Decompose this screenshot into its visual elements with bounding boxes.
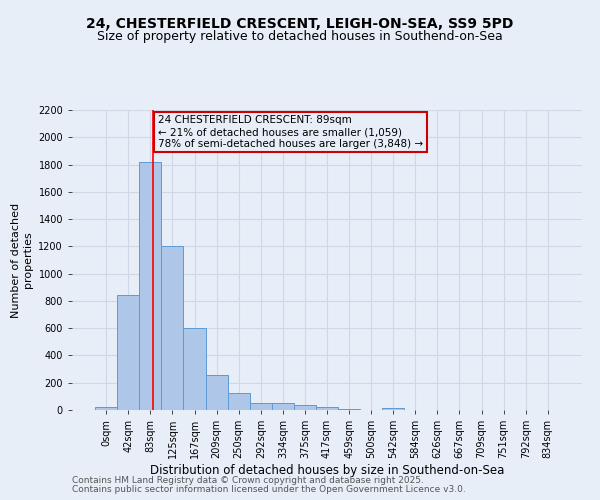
Bar — [161, 246, 184, 410]
Text: Size of property relative to detached houses in Southend-on-Sea: Size of property relative to detached ho… — [97, 30, 503, 43]
Bar — [184, 328, 206, 410]
Y-axis label: Number of detached
properties: Number of detached properties — [11, 202, 32, 318]
Bar — [338, 408, 360, 410]
Bar — [227, 393, 250, 410]
Bar — [117, 296, 139, 410]
Bar — [272, 403, 294, 410]
Text: 24 CHESTERFIELD CRESCENT: 89sqm
← 21% of detached houses are smaller (1,059)
78%: 24 CHESTERFIELD CRESCENT: 89sqm ← 21% of… — [158, 116, 423, 148]
Text: Contains HM Land Registry data © Crown copyright and database right 2025.: Contains HM Land Registry data © Crown c… — [72, 476, 424, 485]
X-axis label: Distribution of detached houses by size in Southend-on-Sea: Distribution of detached houses by size … — [150, 464, 504, 477]
Bar — [250, 402, 272, 410]
Bar — [316, 408, 338, 410]
Bar — [95, 406, 117, 410]
Text: 24, CHESTERFIELD CRESCENT, LEIGH-ON-SEA, SS9 5PD: 24, CHESTERFIELD CRESCENT, LEIGH-ON-SEA,… — [86, 18, 514, 32]
Bar — [382, 408, 404, 410]
Bar — [294, 405, 316, 410]
Bar — [139, 162, 161, 410]
Text: Contains public sector information licensed under the Open Government Licence v3: Contains public sector information licen… — [72, 485, 466, 494]
Bar — [206, 375, 227, 410]
